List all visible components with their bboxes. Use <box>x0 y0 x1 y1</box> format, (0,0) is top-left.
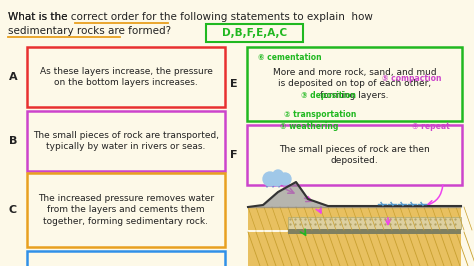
Circle shape <box>273 170 283 180</box>
FancyBboxPatch shape <box>27 173 225 247</box>
Text: A: A <box>9 72 18 82</box>
Text: As these layers increase, the pressure
on the bottom layers increases.: As these layers increase, the pressure o… <box>39 66 212 88</box>
Circle shape <box>263 172 277 186</box>
Text: ⑤ compaction: ⑤ compaction <box>382 74 441 83</box>
FancyBboxPatch shape <box>27 251 225 266</box>
Text: The small pieces of rock are then
deposited.: The small pieces of rock are then deposi… <box>279 145 430 165</box>
FancyBboxPatch shape <box>27 111 225 171</box>
Circle shape <box>272 176 282 186</box>
Text: More and more rock, sand, and mud
is deposited on top of each other,
forming lay: More and more rock, sand, and mud is dep… <box>273 68 436 100</box>
Text: ④ repeat: ④ repeat <box>412 122 450 131</box>
Text: What is the: What is the <box>8 12 71 22</box>
FancyBboxPatch shape <box>248 207 461 230</box>
Text: What is the correct order for the following statements to explain  how: What is the correct order for the follow… <box>8 12 373 22</box>
FancyBboxPatch shape <box>288 229 461 234</box>
Text: E: E <box>230 79 238 89</box>
FancyBboxPatch shape <box>248 232 461 266</box>
Text: ⑥ cementation: ⑥ cementation <box>258 53 322 62</box>
Text: D,B,F,E,A,C: D,B,F,E,A,C <box>222 28 287 38</box>
Text: F: F <box>230 150 238 160</box>
Text: sedimentary rocks are formed?: sedimentary rocks are formed? <box>8 26 171 36</box>
Text: C: C <box>9 205 17 215</box>
Text: ② transportation: ② transportation <box>284 110 357 119</box>
Text: ① weathering: ① weathering <box>280 122 338 131</box>
Text: B: B <box>9 136 17 146</box>
Text: The small pieces of rock are transported,
typically by water in rivers or seas.: The small pieces of rock are transported… <box>33 131 219 151</box>
FancyBboxPatch shape <box>247 125 462 185</box>
FancyBboxPatch shape <box>288 217 461 229</box>
FancyBboxPatch shape <box>206 24 303 42</box>
FancyBboxPatch shape <box>247 47 462 121</box>
Text: The increased pressure removes water
from the layers and cements them
together, : The increased pressure removes water fro… <box>38 194 214 226</box>
Text: ③ deposition: ③ deposition <box>301 91 356 100</box>
Circle shape <box>279 173 291 185</box>
FancyBboxPatch shape <box>27 47 225 107</box>
